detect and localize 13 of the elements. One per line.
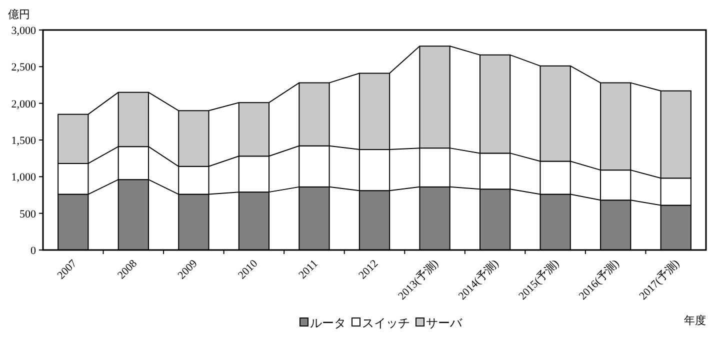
y-tick-label: 2,500 (11, 62, 36, 74)
legend-label: スイッチ (362, 316, 410, 330)
y-tick-label: 500 (20, 208, 36, 220)
x-axis-title: 年度 (684, 314, 706, 327)
legend-label: サーバ (426, 316, 463, 330)
y-tick-label: 1,500 (11, 135, 36, 147)
y-axis-title: 億円 (8, 8, 30, 21)
y-tick-label: 1,000 (11, 172, 36, 184)
x-tick-label: 2011 (296, 258, 320, 282)
legend-label: ルータ (310, 316, 346, 330)
y-tick-label: 0 (30, 245, 36, 257)
y-tick-label: 3,000 (11, 25, 36, 37)
y-tick-label: 2,000 (11, 98, 36, 110)
